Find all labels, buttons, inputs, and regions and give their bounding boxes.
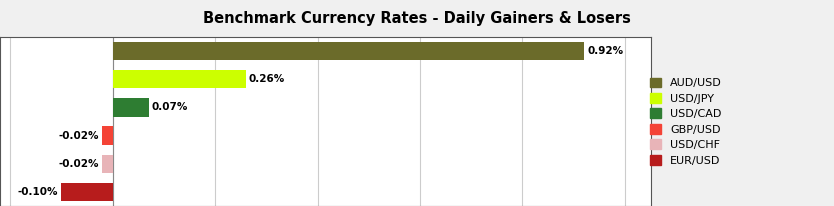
Text: 0.92%: 0.92% [587, 46, 623, 56]
Legend: AUD/USD, USD/JPY, USD/CAD, GBP/USD, USD/CHF, EUR/USD: AUD/USD, USD/JPY, USD/CAD, GBP/USD, USD/… [647, 74, 726, 169]
Text: -0.02%: -0.02% [59, 131, 99, 141]
Text: -0.02%: -0.02% [59, 159, 99, 169]
Text: -0.10%: -0.10% [18, 187, 58, 197]
Bar [113, 42, 584, 60]
Text: Benchmark Currency Rates - Daily Gainers & Losers: Benchmark Currency Rates - Daily Gainers… [203, 11, 631, 26]
Bar [62, 183, 113, 201]
Text: 0.07%: 0.07% [152, 102, 188, 112]
Bar [113, 70, 246, 88]
Bar [103, 126, 113, 145]
Bar [103, 155, 113, 173]
Text: 0.26%: 0.26% [249, 74, 285, 84]
Bar [113, 98, 148, 117]
